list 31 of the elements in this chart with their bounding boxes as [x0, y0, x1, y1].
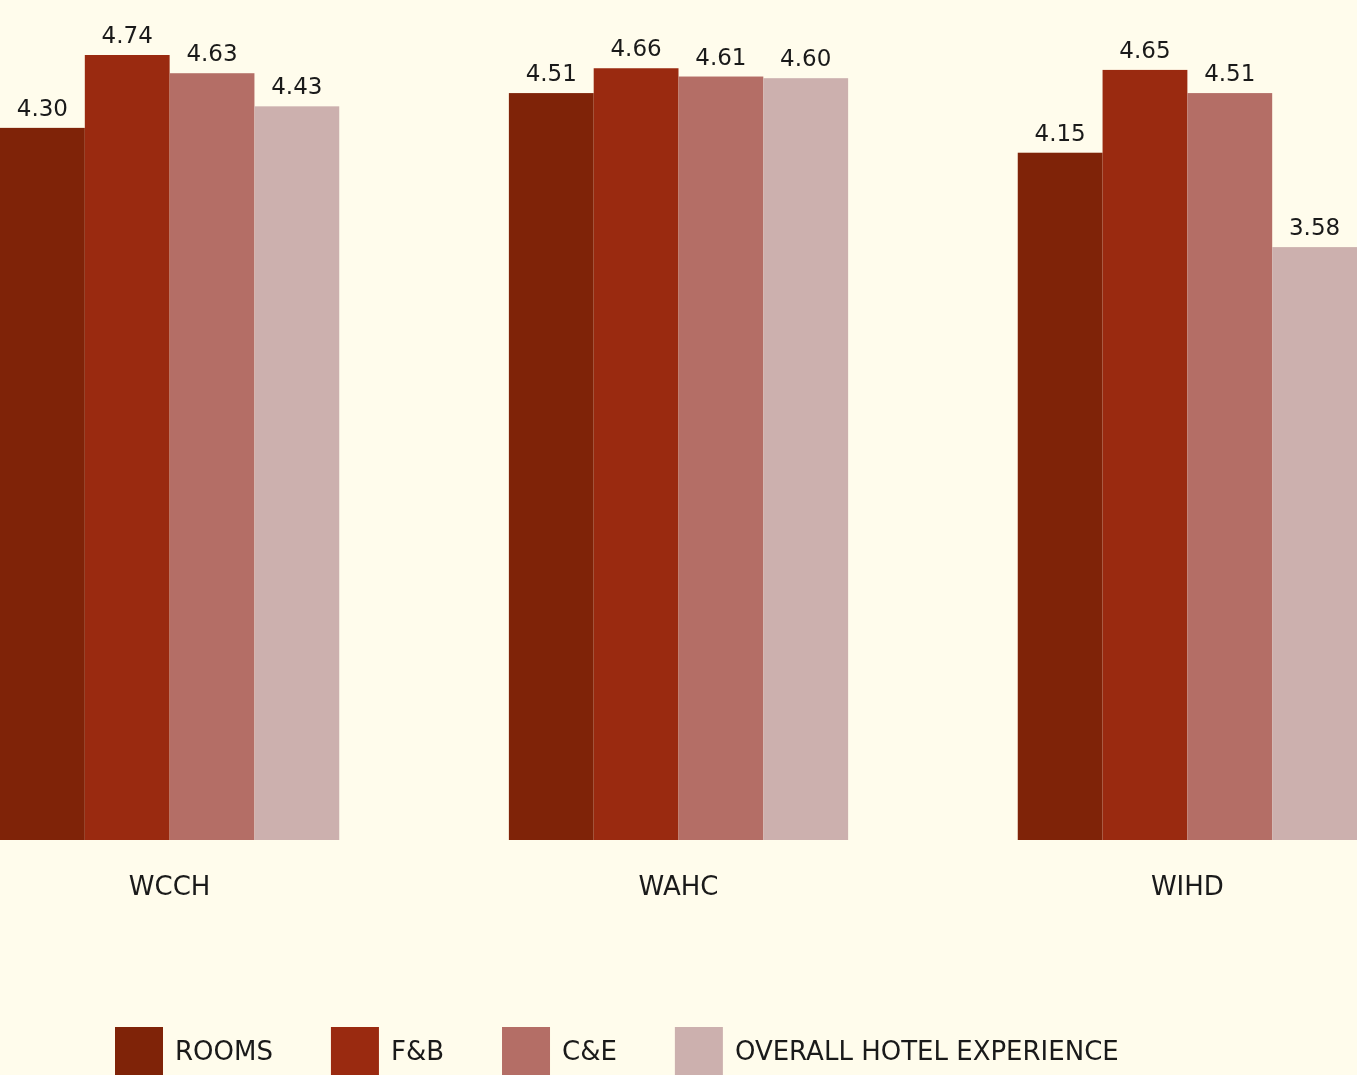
data-label: 4.15: [1034, 119, 1086, 146]
data-label: 4.74: [101, 22, 153, 48]
bar: [84, 55, 170, 840]
data-label: 3.58: [1288, 214, 1341, 241]
bar: [508, 93, 594, 840]
x-tick-label: WCCH: [128, 871, 211, 901]
bar: [254, 106, 340, 840]
data-label: 4.66: [610, 35, 662, 62]
data-label: 4.60: [780, 45, 832, 72]
legend-label: ROOMS: [175, 1036, 273, 1066]
legend-label: F&B: [390, 1036, 445, 1066]
data-label: 4.43: [271, 73, 323, 100]
legend-label: C&E: [562, 1036, 617, 1066]
data-label: 4.51: [1204, 60, 1256, 87]
bar: [763, 78, 849, 840]
bar: [1272, 247, 1357, 840]
data-label: 4.65: [1119, 36, 1171, 63]
bar: [1102, 69, 1188, 840]
legend-label: OVERALL HOTEL EXPERIENCE: [734, 1036, 1119, 1066]
bar: [0, 127, 85, 840]
x-tick-label: WAHC: [638, 871, 719, 901]
x-tick-label: WIHD: [1150, 871, 1224, 901]
bar: [678, 76, 764, 840]
data-label: 4.61: [695, 43, 747, 70]
data-label: 4.30: [16, 94, 69, 121]
bar: [1017, 152, 1103, 840]
bar: [1187, 93, 1273, 840]
bar: [169, 73, 255, 840]
bar: [593, 68, 679, 840]
data-label: 4.63: [186, 40, 238, 67]
data-label: 4.51: [525, 60, 577, 87]
